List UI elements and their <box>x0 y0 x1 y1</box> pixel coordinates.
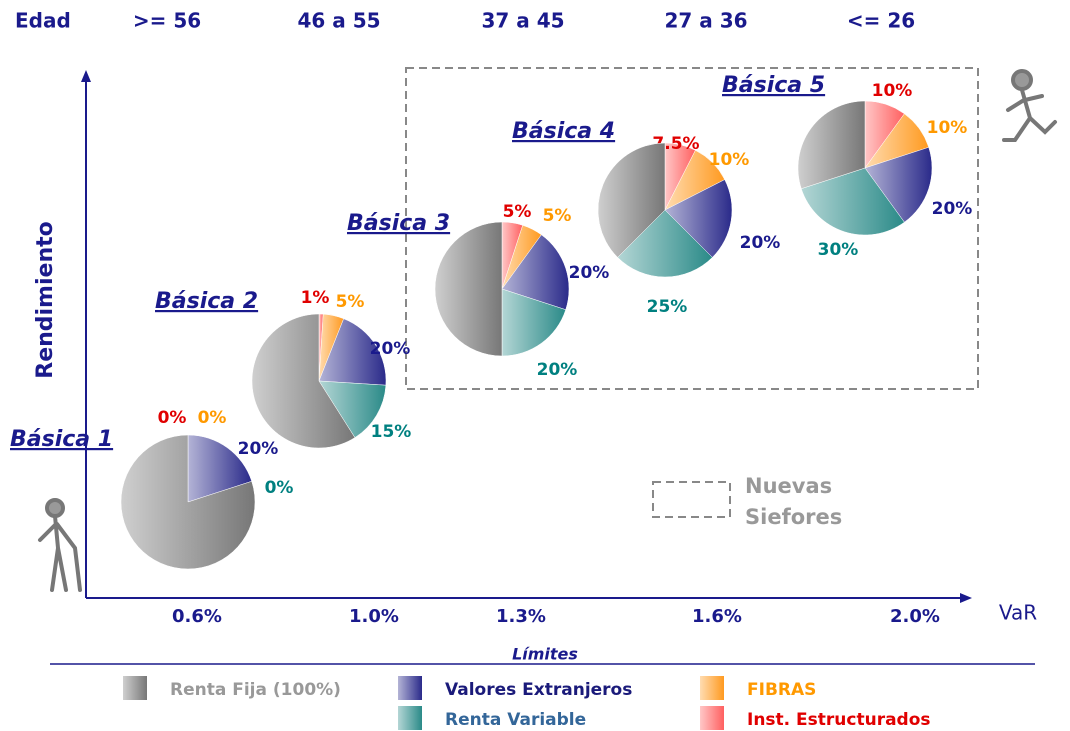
value-label: 20% <box>740 233 781 253</box>
pie-title: Básica 1 <box>10 427 113 452</box>
value-label: 5% <box>543 206 572 226</box>
limit-label: 1.3% <box>496 606 546 627</box>
x-arrow <box>960 593 972 603</box>
value-label: 25% <box>647 297 688 317</box>
value-label: 0% <box>158 408 187 428</box>
legend-swatch <box>700 706 724 730</box>
annotation-swatch <box>653 482 730 517</box>
limit-label: 2.0% <box>890 606 940 627</box>
value-label: 20% <box>238 439 279 459</box>
legend-swatch <box>398 706 422 730</box>
value-label: 30% <box>818 240 859 260</box>
value-label: 20% <box>537 360 578 380</box>
legend-label: Renta Fija (100%) <box>170 680 341 700</box>
chart: Edad Rendimiento VaR Límites >= 56 46 a 5… <box>0 0 1070 731</box>
legend-label: Renta Variable <box>445 710 586 730</box>
legend-swatch <box>700 676 724 700</box>
age-category: 37 a 45 <box>481 9 564 33</box>
value-label: 5% <box>336 292 365 312</box>
legend-swatch <box>123 676 147 700</box>
value-label: 1% <box>301 288 330 308</box>
value-label: 10% <box>709 150 750 170</box>
value-label: 0% <box>198 408 227 428</box>
age-category: 46 a 55 <box>297 9 380 33</box>
value-label: 0% <box>265 478 294 498</box>
legend-label: Valores Extranjeros <box>445 680 632 700</box>
y-label: Rendimiento <box>33 221 58 379</box>
limit-label: 0.6% <box>172 606 222 627</box>
pie-title: Básica 5 <box>722 73 825 98</box>
limits-label: Límites <box>512 645 578 664</box>
age-category: >= 56 <box>133 9 201 33</box>
legend-label: Inst. Estructurados <box>747 710 931 730</box>
pie-title: Básica 3 <box>347 211 450 236</box>
value-label: 5% <box>503 202 532 222</box>
value-label: 20% <box>932 199 973 219</box>
age-label: Edad <box>15 9 71 33</box>
old-man-icon <box>40 500 80 590</box>
pie-title: Básica 2 <box>155 289 258 314</box>
limit-label: 1.0% <box>349 606 399 627</box>
value-label: 15% <box>371 422 412 442</box>
annotation: Nuevas Siefores <box>745 471 855 533</box>
pie-slice <box>435 222 502 356</box>
value-label: 20% <box>569 263 610 283</box>
limit-label: 1.6% <box>692 606 742 627</box>
value-label: 20% <box>370 339 411 359</box>
page: Edad Rendimiento VaR Límites >= 56 46 a 5… <box>0 0 1070 731</box>
pie-title: Básica 4 <box>512 119 615 144</box>
value-label: 10% <box>927 118 968 138</box>
value-label: 10% <box>872 81 913 101</box>
legend-swatch <box>398 676 422 700</box>
age-category: 27 a 36 <box>664 9 747 33</box>
y-arrow <box>81 70 91 82</box>
runner-icon <box>1004 71 1055 140</box>
legend-label: FIBRAS <box>747 680 816 700</box>
age-category: <= 26 <box>847 9 915 33</box>
x-label: VaR <box>999 601 1037 625</box>
